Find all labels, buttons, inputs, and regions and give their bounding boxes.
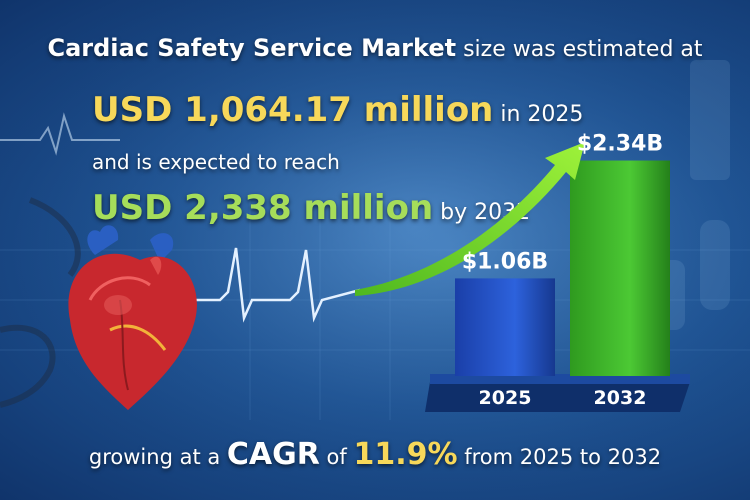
headline-rest: size was estimated at [456,37,703,62]
data-label-2025: $1.06B [462,249,548,274]
chart-base-platform [425,382,690,412]
headline-line-4: USD 2,338 million by 2032 [92,188,530,228]
market-name: Cardiac Safety Service Market [47,34,457,62]
headline-line-3: and is expected to reach [92,150,340,174]
value-2025-suffix: in 2025 [493,102,584,127]
headline-line-1: Cardiac Safety Service Market size was e… [0,34,750,62]
value-2032: USD 2,338 million [92,188,434,228]
cagr-footer: growing at a CAGR of 11.9% from 2025 to … [0,437,750,472]
bar-2025 [455,278,555,376]
footer-of: of [319,445,354,469]
cagr-value: 11.9% [353,437,458,472]
category-label-2025: 2025 [479,387,532,409]
footer-prefix: growing at a [88,445,227,469]
stethoscope-icon [0,197,81,408]
value-2025: USD 1,064.17 million [92,90,494,130]
chart-base-top [430,374,690,384]
footer-suffix: from 2025 to 2032 [457,445,662,469]
growth-arrow-icon [355,142,585,296]
heart-illustration-icon [68,225,197,410]
ecg-line-top-icon [0,112,120,156]
cagr-label: CAGR [226,437,320,472]
category-label-2032: 2032 [594,387,647,409]
bar-2032 [570,160,670,376]
ecg-line-icon [180,247,361,323]
headline-line-2: USD 1,064.17 million in 2025 [92,90,583,130]
data-label-2032: $2.34B [577,132,663,157]
